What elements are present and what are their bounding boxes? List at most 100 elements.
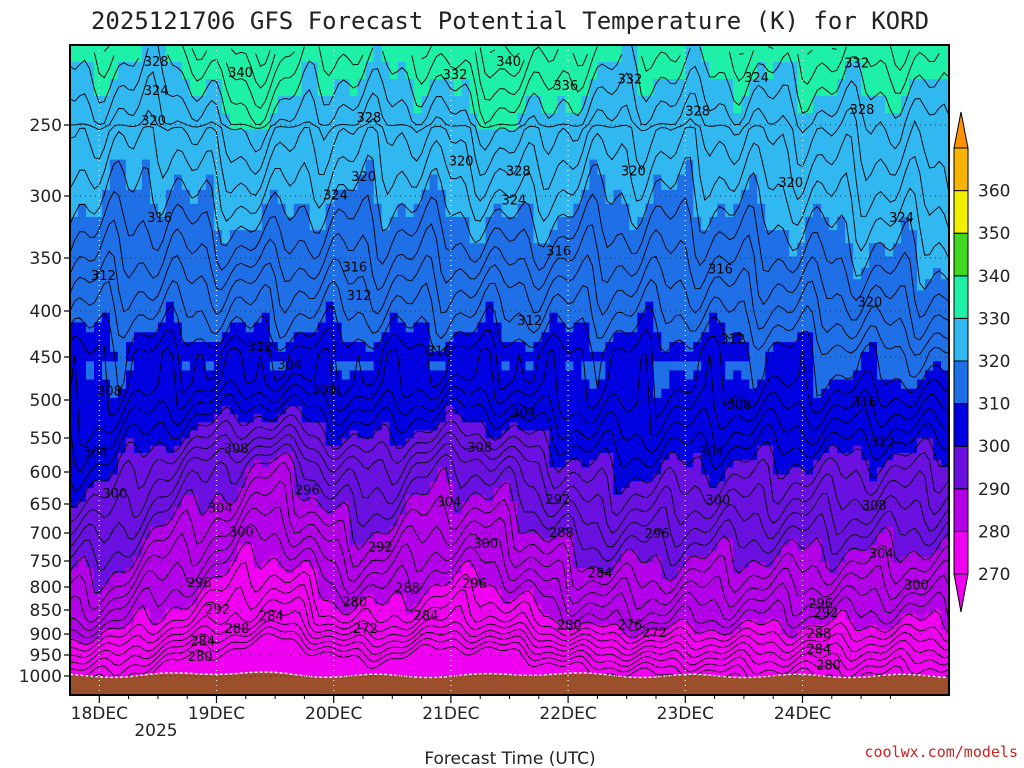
color-band-cell: [421, 488, 431, 496]
color-band-cell: [381, 430, 391, 440]
color-band-cell: [109, 230, 119, 244]
color-band-cell: [213, 79, 223, 97]
color-band-cell: [189, 474, 199, 482]
color-band-cell: [549, 573, 559, 580]
color-band-cell: [197, 438, 207, 447]
color-band-cell: [453, 481, 463, 489]
color-band-cell: [133, 634, 143, 640]
color-band-cell: [341, 342, 351, 353]
color-band-cell: [165, 267, 175, 280]
color-band-cell: [541, 397, 551, 407]
color-band-cell: [557, 256, 567, 269]
color-band-cell: [293, 538, 303, 546]
color-band-cell: [461, 332, 471, 343]
color-band-cell: [261, 609, 271, 615]
color-band-cell: [445, 550, 455, 558]
color-band-cell: [541, 332, 551, 343]
color-band-cell: [101, 62, 111, 80]
color-band-cell: [70, 414, 79, 423]
color-band-cell: [341, 501, 351, 509]
color-band-cell: [325, 634, 335, 640]
color-band-cell: [301, 494, 311, 503]
color-band-cell: [413, 388, 423, 399]
color-band-cell: [349, 488, 359, 496]
color-band-cell: [533, 129, 543, 146]
color-band-cell: [205, 406, 215, 415]
color-band-cell: [429, 430, 439, 440]
color-band-cell: [173, 538, 183, 546]
color-band-cell: [525, 113, 535, 131]
color-band-cell: [253, 312, 263, 324]
color-band-cell: [269, 422, 279, 431]
color-band-cell: [125, 267, 135, 280]
color-band-cell: [133, 629, 143, 636]
color-band-cell: [277, 174, 287, 191]
color-band-cell: [125, 312, 135, 324]
color-band-cell: [317, 609, 327, 615]
color-band-cell: [70, 656, 79, 662]
color-band-cell: [565, 301, 575, 314]
color-band-cell: [101, 243, 111, 258]
color-band-cell: [173, 652, 183, 658]
color-band-cell: [261, 544, 271, 552]
color-band-cell: [501, 488, 511, 496]
color-band-cell: [237, 144, 247, 161]
color-band-cell: [373, 614, 383, 620]
color-band-cell: [301, 589, 311, 596]
color-band-cell: [509, 332, 519, 343]
color-band-cell: [509, 609, 519, 615]
color-band-cell: [429, 507, 439, 515]
color-band-cell: [421, 573, 431, 580]
color-band-cell: [501, 256, 511, 269]
color-band-cell: [397, 594, 407, 600]
color-band-cell: [301, 379, 311, 390]
color-band-cell: [189, 332, 199, 343]
color-band-cell: [357, 638, 367, 645]
color-band-cell: [277, 629, 287, 636]
color-band-cell: [205, 279, 215, 292]
color-band-cell: [133, 45, 143, 63]
color-band-cell: [93, 79, 103, 97]
color-band-cell: [413, 96, 423, 114]
color-band-cell: [261, 634, 271, 640]
color-band-cell: [70, 445, 79, 454]
color-band-cell: [181, 562, 191, 569]
color-band-cell: [533, 62, 543, 80]
color-band-cell: [445, 379, 455, 390]
color-band-cell: [357, 573, 367, 580]
color-band-cell: [429, 438, 439, 447]
color-band-cell: [357, 322, 367, 333]
color-band-cell: [413, 629, 423, 636]
color-band-cell: [421, 532, 431, 540]
color-band-cell: [509, 599, 519, 605]
color-band-cell: [309, 174, 319, 191]
color-band-cell: [70, 661, 79, 667]
color-band-cell: [261, 256, 271, 269]
color-band-cell: [277, 361, 287, 372]
color-band-cell: [485, 312, 495, 324]
color-band-cell: [77, 538, 87, 546]
color-band-cell: [109, 279, 119, 292]
color-band-cell: [453, 670, 463, 676]
color-band-cell: [85, 96, 95, 114]
color-band-cell: [517, 397, 527, 407]
color-band-cell: [205, 189, 215, 205]
color-band-cell: [85, 665, 95, 671]
color-band-cell: [277, 526, 287, 534]
color-band-cell: [245, 460, 255, 468]
color-band-cell: [373, 526, 383, 534]
color-band-cell: [205, 452, 215, 461]
color-band-cell: [365, 567, 375, 574]
color-band-cell: [437, 643, 447, 649]
color-band-cell: [389, 638, 399, 645]
color-band-cell: [189, 647, 199, 653]
color-band-cell: [117, 342, 127, 353]
color-band-cell: [477, 474, 487, 482]
color-band-cell: [373, 301, 383, 314]
color-band-cell: [437, 550, 447, 558]
color-band-cell: [165, 379, 175, 390]
color-band-cell: [237, 647, 247, 653]
color-band-cell: [77, 624, 87, 631]
color-band-cell: [237, 243, 247, 258]
color-band-cell: [181, 501, 191, 509]
